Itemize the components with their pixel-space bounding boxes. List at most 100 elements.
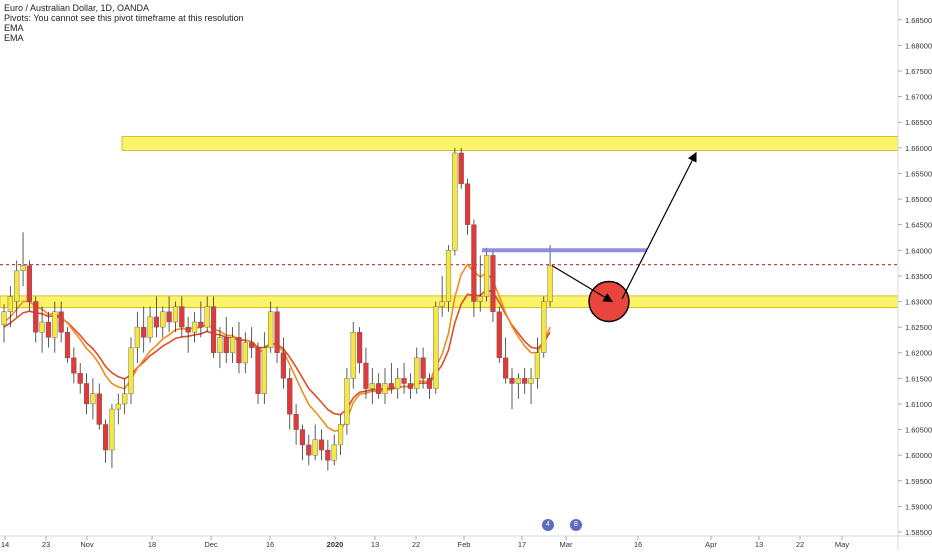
candle[interactable] bbox=[45, 311, 52, 348]
candle[interactable] bbox=[223, 316, 229, 363]
candle[interactable] bbox=[14, 260, 20, 317]
candle[interactable] bbox=[471, 219, 477, 317]
candle[interactable] bbox=[268, 301, 274, 353]
candle[interactable] bbox=[274, 306, 280, 363]
candle[interactable] bbox=[115, 393, 121, 425]
symbol-title[interactable]: Euro / Australian Dollar, 1D, OANDA bbox=[4, 3, 150, 13]
candle[interactable] bbox=[433, 301, 439, 394]
candle[interactable] bbox=[58, 301, 64, 343]
candle[interactable] bbox=[204, 296, 210, 333]
candle[interactable] bbox=[249, 327, 255, 358]
candle[interactable] bbox=[534, 337, 541, 389]
candle[interactable] bbox=[166, 296, 172, 333]
candle[interactable] bbox=[414, 347, 420, 394]
candle[interactable] bbox=[261, 332, 267, 404]
candle[interactable] bbox=[39, 306, 45, 353]
candle[interactable] bbox=[547, 245, 553, 307]
candle[interactable] bbox=[172, 301, 179, 333]
candle[interactable] bbox=[509, 368, 515, 410]
candle[interactable] bbox=[185, 316, 191, 353]
resistance-line-marker[interactable] bbox=[482, 248, 647, 253]
candle[interactable] bbox=[382, 368, 388, 404]
candle[interactable] bbox=[458, 147, 464, 189]
target-circle[interactable] bbox=[588, 280, 630, 323]
candle[interactable] bbox=[33, 296, 39, 343]
event-marker-icon-2[interactable]: 8 bbox=[570, 519, 582, 531]
candle[interactable] bbox=[337, 414, 344, 456]
candle[interactable] bbox=[64, 327, 71, 363]
candle[interactable] bbox=[122, 378, 128, 415]
resistance-zone[interactable] bbox=[121, 136, 899, 151]
candle[interactable] bbox=[477, 255, 483, 312]
candle[interactable] bbox=[128, 337, 134, 404]
ema-indicator-label-2[interactable]: EMA bbox=[4, 33, 24, 43]
candle[interactable] bbox=[357, 327, 363, 374]
candle[interactable] bbox=[293, 403, 299, 445]
candle[interactable] bbox=[134, 311, 140, 363]
rally-arrow[interactable] bbox=[621, 151, 697, 300]
candle[interactable] bbox=[515, 373, 521, 399]
candle[interactable] bbox=[236, 322, 242, 374]
candle[interactable] bbox=[109, 403, 115, 468]
candle[interactable] bbox=[369, 368, 375, 404]
drop-arrow[interactable] bbox=[551, 265, 614, 303]
candle[interactable] bbox=[541, 296, 547, 358]
candle[interactable] bbox=[83, 373, 90, 415]
pivots-indicator-label[interactable]: Pivots: You cannot see this pivot timefr… bbox=[4, 13, 244, 23]
candle[interactable] bbox=[160, 306, 166, 338]
candle[interactable] bbox=[306, 434, 312, 466]
candle[interactable] bbox=[217, 327, 223, 369]
candle[interactable] bbox=[77, 362, 83, 394]
candle[interactable] bbox=[1, 304, 7, 343]
candle[interactable] bbox=[198, 301, 204, 338]
candle[interactable] bbox=[20, 232, 26, 287]
candle[interactable] bbox=[255, 342, 261, 404]
candle[interactable] bbox=[503, 337, 509, 384]
candle[interactable] bbox=[407, 373, 414, 399]
candle[interactable] bbox=[452, 147, 458, 256]
candle[interactable] bbox=[426, 373, 433, 399]
candle[interactable] bbox=[280, 337, 287, 389]
candle[interactable] bbox=[490, 250, 496, 322]
candle[interactable] bbox=[528, 368, 534, 404]
candle[interactable] bbox=[90, 378, 96, 420]
candle[interactable] bbox=[464, 178, 471, 235]
candle[interactable] bbox=[318, 429, 325, 461]
candle[interactable] bbox=[344, 368, 350, 435]
event-marker-icon[interactable]: 4 bbox=[542, 519, 554, 531]
candle[interactable] bbox=[102, 419, 109, 463]
candle[interactable] bbox=[445, 245, 452, 312]
candle[interactable] bbox=[147, 306, 153, 343]
candle[interactable] bbox=[287, 368, 293, 430]
candle[interactable] bbox=[191, 311, 198, 343]
candle[interactable] bbox=[522, 368, 528, 394]
candle[interactable] bbox=[141, 306, 147, 353]
candle[interactable] bbox=[210, 296, 217, 358]
ema-indicator-label[interactable]: EMA bbox=[4, 23, 24, 33]
candle[interactable] bbox=[7, 286, 13, 328]
candle[interactable] bbox=[96, 383, 102, 430]
candle[interactable] bbox=[376, 373, 382, 399]
candle[interactable] bbox=[363, 347, 369, 399]
candle[interactable] bbox=[401, 362, 407, 394]
candle[interactable] bbox=[299, 424, 306, 461]
candle[interactable] bbox=[496, 306, 502, 363]
candle[interactable] bbox=[179, 296, 185, 338]
candle[interactable] bbox=[395, 368, 401, 399]
candle[interactable] bbox=[420, 347, 426, 389]
candle[interactable] bbox=[484, 247, 490, 302]
candle[interactable] bbox=[242, 332, 248, 374]
candle[interactable] bbox=[331, 434, 337, 466]
candle[interactable] bbox=[26, 260, 33, 312]
candle[interactable] bbox=[388, 362, 394, 394]
candle[interactable] bbox=[153, 296, 160, 338]
candle[interactable] bbox=[229, 327, 236, 363]
candle[interactable] bbox=[325, 439, 331, 471]
candle[interactable] bbox=[312, 424, 318, 461]
candle[interactable] bbox=[71, 347, 77, 384]
candle[interactable] bbox=[350, 322, 356, 389]
candle[interactable] bbox=[439, 275, 445, 317]
candle[interactable] bbox=[52, 301, 58, 353]
